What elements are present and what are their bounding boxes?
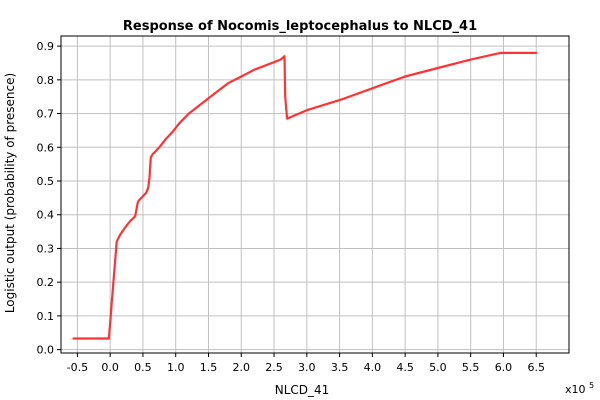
y-tick-label: 0.3 [37,242,55,255]
series-layer [72,51,538,340]
x-tick-label: 5.0 [429,361,447,374]
y-tick-label: 0.5 [37,175,55,188]
grid-lines [61,36,569,353]
x-tick-label: 6.5 [527,361,545,374]
response-curve-line [72,51,538,340]
x-axis-scale-base: x10 [565,383,586,396]
x-tick-label: 6.0 [495,361,513,374]
plot-area-frame [60,35,570,354]
y-tick-label: 0.4 [37,209,55,222]
x-tick-label: 0.5 [134,361,152,374]
x-axis-scale-multiplier: x10 5 [565,381,594,396]
x-tick-label: 4.0 [364,361,382,374]
x-tick-label: 2.0 [233,361,251,374]
x-tick-label: 4.5 [396,361,414,374]
x-tick-label: 0.0 [101,361,119,374]
x-axis-scale-exponent: 5 [589,381,594,390]
y-tick-label: 0.7 [37,108,55,121]
x-tick-label: 3.0 [298,361,316,374]
x-axis-label: NLCD_41 [275,383,330,397]
x-tick-label: 3.5 [331,361,349,374]
y-tick-label: 0.1 [37,310,55,323]
x-tick-label: 5.5 [462,361,480,374]
x-tick-label: 2.5 [265,361,283,374]
x-tick-label: 1.0 [167,361,185,374]
x-tick-label: -0.5 [67,361,88,374]
axis-ticks: -0.5 0.0 0.5 1.0 1.5 2.0 2.5 3.0 3.5 4.0 4.5 5.0 5.5… [37,40,545,374]
y-tick-label: 0.9 [37,40,55,53]
y-tick-label: 0.2 [37,276,55,289]
x-tick-label: 1.5 [200,361,218,374]
y-tick-label: 0.0 [37,344,55,357]
y-tick-label: 0.6 [37,141,55,154]
y-tick-label: 0.8 [37,74,55,87]
y-axis-label: Logistic output (probability of presence… [3,73,17,313]
chart-title: Response of Nocomis_leptocephalus to NLC… [123,19,477,34]
